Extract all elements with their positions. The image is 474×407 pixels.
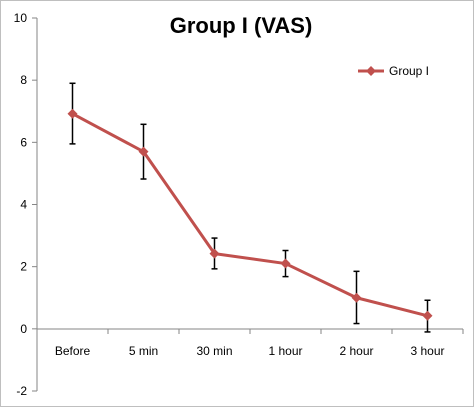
x-tick-label: 1 hour <box>268 344 302 358</box>
y-tick-label: 2 <box>20 260 27 274</box>
data-point <box>280 258 291 269</box>
series-lines <box>71 112 428 318</box>
chart-title: Group I (VAS) <box>170 13 313 38</box>
y-tick-label: 4 <box>20 198 27 212</box>
data-point <box>351 292 362 303</box>
x-tick-label: Before <box>55 344 91 358</box>
x-tick-label: 5 min <box>129 344 158 358</box>
x-tick-labels: Before 5 min 30 min 1 hour 2 hour 3 hour <box>36 329 464 358</box>
data-point <box>422 310 433 321</box>
legend: Group I <box>358 64 429 78</box>
data-point <box>67 108 78 119</box>
y-tick-labels: -2 0 2 4 6 8 10 <box>14 11 37 398</box>
data-point <box>138 146 149 157</box>
y-tick-label: 10 <box>14 11 28 25</box>
error-bars <box>69 82 431 333</box>
y-tick-label: 0 <box>20 322 27 336</box>
data-point <box>209 248 220 259</box>
y-tick-label: 6 <box>20 135 27 149</box>
y-tick-label: -2 <box>16 384 27 398</box>
legend-label: Group I <box>389 64 429 78</box>
legend-marker <box>366 66 376 76</box>
y-tick-label: 8 <box>20 73 27 87</box>
x-tick-label: 3 hour <box>410 344 444 358</box>
x-tick-label: 2 hour <box>339 344 373 358</box>
series-line <box>71 112 428 318</box>
x-tick-label: 30 min <box>196 344 232 358</box>
series-markers <box>67 108 433 321</box>
